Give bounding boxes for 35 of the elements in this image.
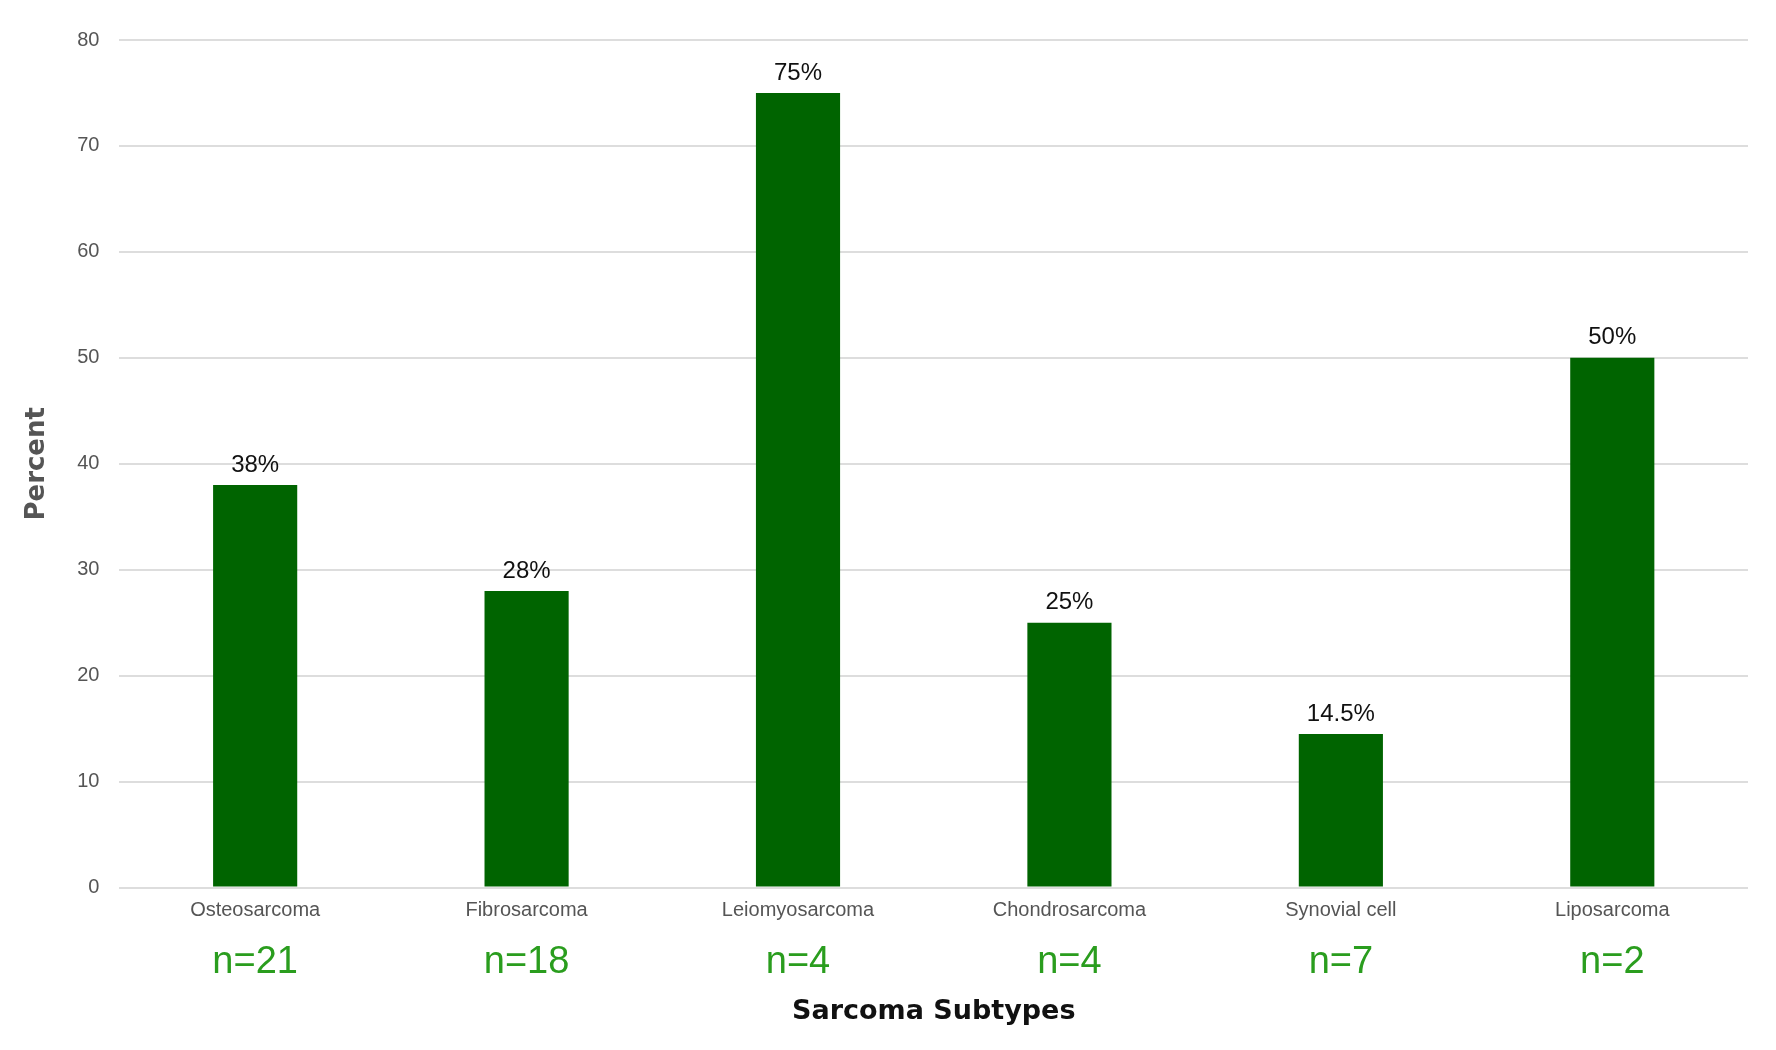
y-axis-title: Percent (20, 407, 51, 521)
y-tick-label: 60 (77, 239, 100, 262)
text: n=18 (483, 939, 570, 982)
x-tick-label: Synovial cell (1285, 898, 1397, 921)
x-tick-label: Chondrosarcoma (992, 898, 1148, 921)
text: n=21 (212, 939, 298, 982)
x-axis-title: Sarcoma Subtypes (791, 993, 1076, 1025)
text: n=7 (1308, 939, 1374, 982)
y-tick-label: 50 (77, 345, 100, 368)
y-tick-label: 80 (77, 27, 100, 50)
x-tick-label: Liposarcoma (1555, 898, 1671, 921)
data-label: 38% (231, 449, 280, 477)
y-tick-label: 70 (77, 133, 100, 156)
bar (1298, 733, 1383, 887)
data-label: 75% (773, 57, 823, 85)
text: n=4 (1037, 939, 1102, 982)
y-tick-label: 10 (77, 769, 100, 792)
text: n=4 (765, 939, 831, 982)
bar (484, 590, 569, 887)
bar (213, 484, 298, 887)
y-tick-label: 30 (77, 557, 100, 580)
data-label: 14.5% (1306, 698, 1375, 726)
data-label: 25% (1045, 587, 1094, 615)
bar (1570, 357, 1655, 887)
x-tick-label: Fibrosarcoma (465, 898, 589, 921)
data-label: 50% (1588, 322, 1637, 350)
text: n=2 (1580, 939, 1645, 982)
y-tick-label: 40 (77, 451, 100, 474)
bar (1027, 622, 1112, 887)
x-tick-label: Osteosarcoma (190, 898, 322, 921)
x-tick-label: Leiomyosarcoma (721, 898, 876, 921)
y-tick-label: 0 (88, 875, 100, 898)
data-label: 28% (502, 555, 551, 583)
bar (755, 92, 841, 887)
y-tick-label: 20 (77, 663, 100, 686)
